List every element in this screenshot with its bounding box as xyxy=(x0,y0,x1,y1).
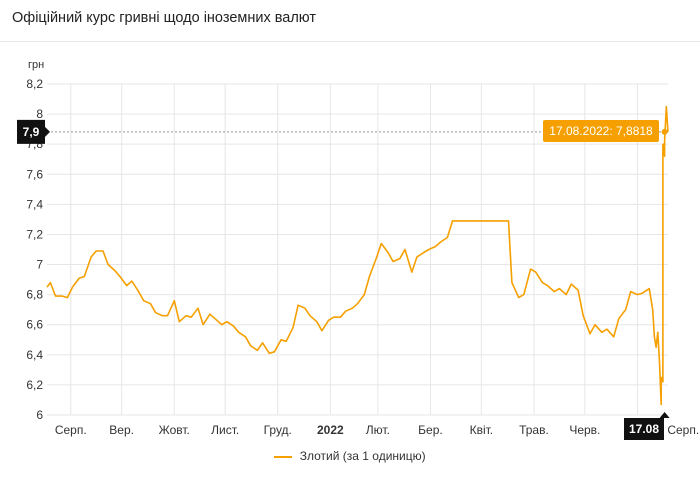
y-tick-label: 7,4 xyxy=(26,197,43,211)
x-tick-label: 2022 xyxy=(317,423,344,437)
crosshair-x-label-arrow xyxy=(659,412,670,418)
crosshair-x-label-bg xyxy=(624,418,664,440)
tooltip-text: 17.08.2022: 7,8818 xyxy=(549,124,653,138)
y-tick-label: 6,2 xyxy=(26,378,43,392)
y-tick-label: 6,8 xyxy=(26,288,43,302)
series-line xyxy=(46,105,669,406)
chart-legend[interactable]: Злотий (за 1 одиницю) xyxy=(0,449,700,463)
y-tick-label: 8,2 xyxy=(26,77,43,91)
crosshair-x-label: 17.08 xyxy=(629,422,659,436)
y-tick-label: 8 xyxy=(36,107,43,121)
y-tick-label: 7,6 xyxy=(26,167,43,181)
x-tick-label: Серп. xyxy=(667,423,699,437)
x-tick-label: Серп. xyxy=(55,423,87,437)
x-tick-label: Трав. xyxy=(519,423,549,437)
y-tick-label: 6,4 xyxy=(26,348,43,362)
legend-label: Злотий (за 1 одиницю) xyxy=(299,449,426,463)
crosshair-y-label: 7,9 xyxy=(23,125,40,139)
y-tick-label: 7 xyxy=(36,258,43,272)
chart-header: Офіційний курс гривні щодо іноземних вал… xyxy=(0,0,700,42)
x-tick-label: Груд. xyxy=(264,423,292,437)
x-tick-label: Бер. xyxy=(418,423,443,437)
y-tick-label: 7,2 xyxy=(26,227,43,241)
crosshair-y-label-arrow xyxy=(45,126,50,137)
x-tick-label: Квіт. xyxy=(470,423,494,437)
crosshair-y-label-bg xyxy=(17,119,45,144)
page-title: Офіційний курс гривні щодо іноземних вал… xyxy=(12,10,317,26)
tooltip-bg xyxy=(543,120,659,142)
crosshair-point xyxy=(661,128,668,135)
y-tick-label: 6 xyxy=(36,408,43,422)
y-axis-unit: грн xyxy=(28,59,44,71)
x-tick-label: Жовт. xyxy=(159,423,190,437)
x-tick-label: Лют. xyxy=(366,423,390,437)
x-tick-label: Черв. xyxy=(569,423,600,437)
legend-swatch xyxy=(274,455,293,458)
x-tick-label: Вер. xyxy=(109,423,134,437)
x-tick-label: Лист. xyxy=(211,423,239,437)
y-tick-label: 6,6 xyxy=(26,318,43,332)
